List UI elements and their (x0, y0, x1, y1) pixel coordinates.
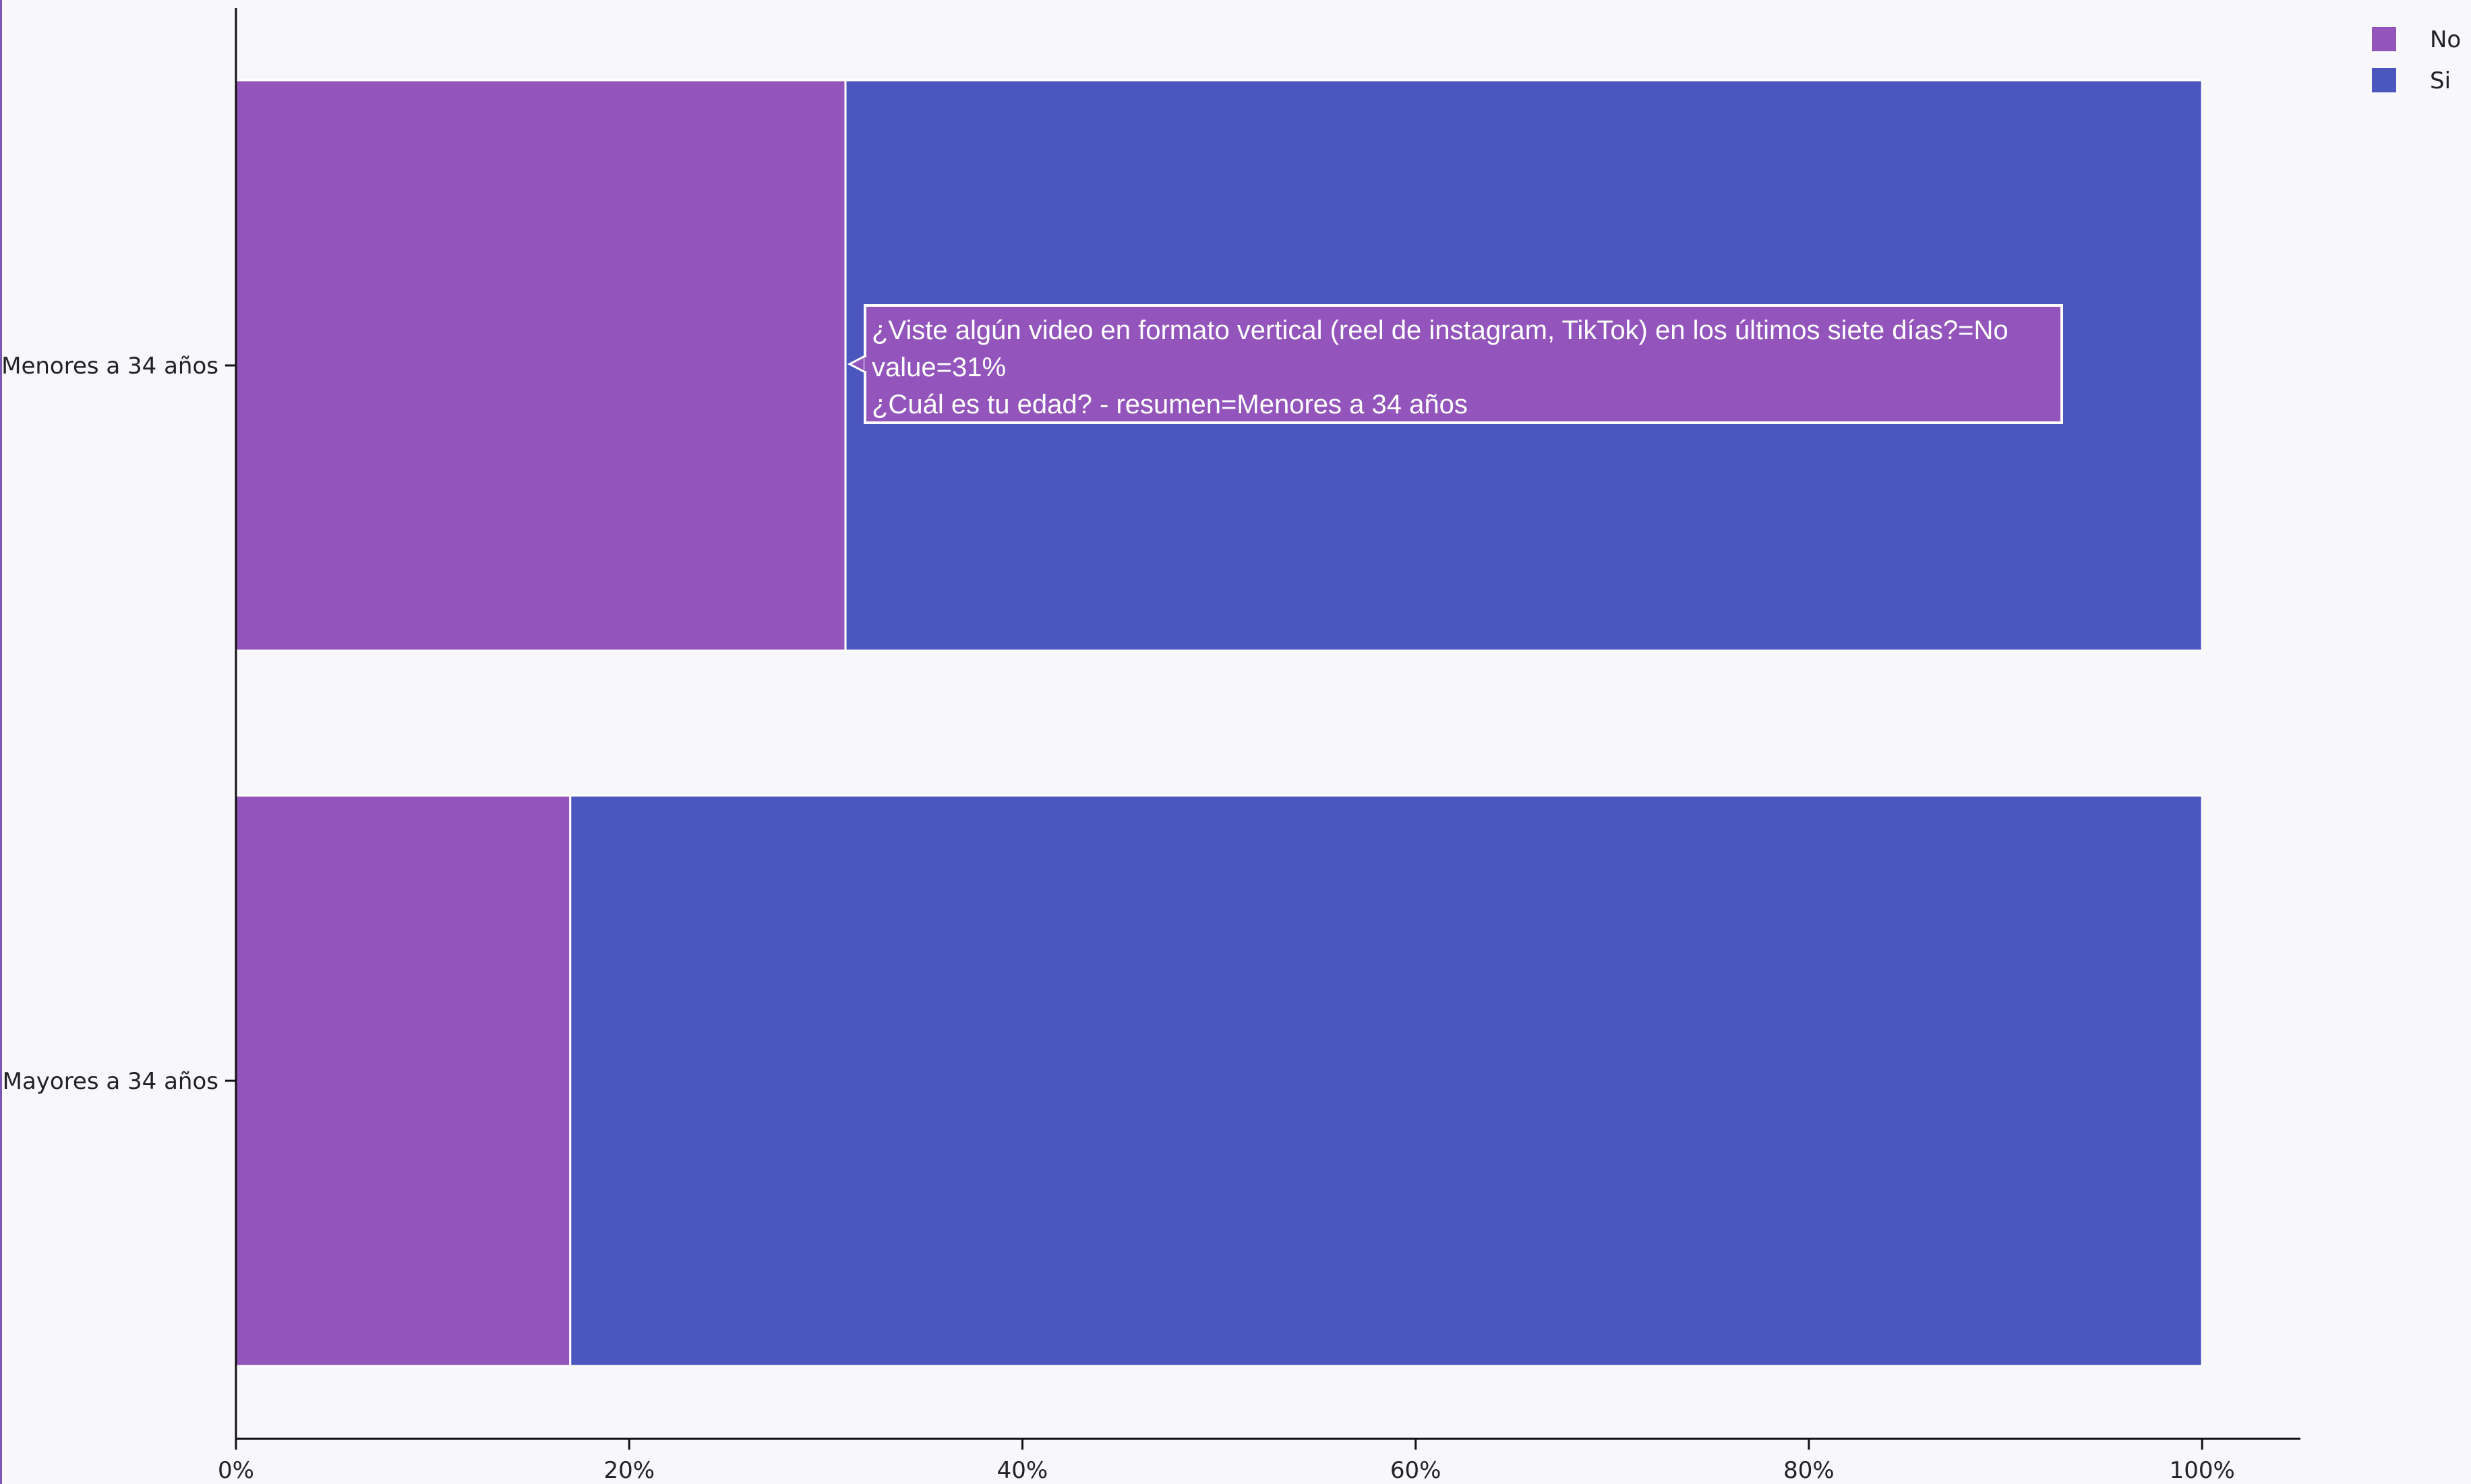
legend-swatch (2372, 68, 2396, 92)
legend-item-no[interactable]: No (2372, 26, 2461, 53)
tooltip-line: value=31% (872, 353, 1006, 382)
tooltip-pointer-joint (864, 357, 868, 371)
tooltip-line: ¿Viste algún video en formato vertical (… (872, 316, 2008, 345)
bar-si-1[interactable] (569, 794, 2203, 1367)
x-tick-label: 60% (1390, 1457, 1441, 1484)
legend-item-si[interactable]: Si (2372, 67, 2451, 94)
tooltip-box (864, 304, 2063, 424)
bars-layer (235, 79, 2203, 1367)
x-tick-label: 0% (218, 1457, 254, 1484)
hover-tooltip: ¿Viste algún video en formato vertical (… (847, 304, 2063, 424)
axes-layer: 0% 20% 40% 60% 80% 100% Menores a 34 años Mayor… (1, 8, 2300, 1484)
y-tick-label: Mayores a 34 años (3, 1068, 218, 1095)
legend-swatch (2372, 27, 2396, 51)
x-tick-label: 80% (1783, 1457, 1835, 1484)
x-tick-label: 40% (997, 1457, 1048, 1484)
y-tick-label: Menores a 34 años (1, 353, 218, 380)
legend[interactable]: No Si (2372, 26, 2461, 94)
legend-label: No (2430, 26, 2461, 53)
tooltip-line: ¿Cuál es tu edad? - resumen=Menores a 34… (872, 390, 1468, 419)
x-tick-label: 20% (603, 1457, 655, 1484)
bar-no-0[interactable] (235, 79, 847, 652)
bar-no-1[interactable] (235, 794, 572, 1367)
legend-label: Si (2430, 67, 2451, 94)
left-edge-line (0, 0, 2, 1484)
x-tick-label: 100% (2170, 1457, 2235, 1484)
